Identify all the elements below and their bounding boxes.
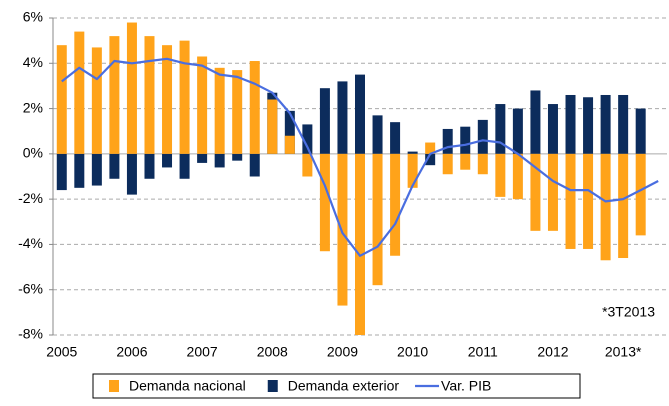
bar bbox=[214, 153, 225, 168]
bar bbox=[530, 90, 541, 154]
y-tick-label: -6% bbox=[18, 280, 43, 296]
bar bbox=[635, 153, 646, 236]
y-tick-label: 6% bbox=[23, 9, 43, 25]
y-tick-label: 4% bbox=[23, 54, 43, 70]
bar bbox=[249, 153, 260, 177]
bar bbox=[495, 153, 506, 197]
bar bbox=[512, 108, 523, 154]
x-tick-label: 2011 bbox=[468, 344, 498, 360]
bar bbox=[618, 153, 629, 259]
bar bbox=[460, 153, 471, 170]
bar bbox=[530, 153, 541, 231]
bar bbox=[337, 153, 348, 306]
bar bbox=[565, 94, 576, 154]
bar bbox=[442, 128, 453, 154]
bar bbox=[390, 153, 401, 256]
bar bbox=[56, 45, 67, 154]
bar bbox=[232, 153, 243, 161]
legend-label: Demanda nacional bbox=[129, 378, 246, 394]
bar bbox=[547, 104, 558, 154]
bar bbox=[635, 108, 646, 154]
bar bbox=[179, 40, 190, 154]
x-tick-label: 2012 bbox=[537, 344, 568, 360]
bar bbox=[144, 153, 155, 179]
bar bbox=[460, 126, 471, 154]
bar bbox=[442, 153, 453, 175]
bar bbox=[56, 153, 67, 191]
y-tick-label: -4% bbox=[18, 235, 43, 251]
bar bbox=[390, 122, 401, 154]
bar bbox=[618, 94, 629, 154]
bar bbox=[372, 115, 383, 154]
bar bbox=[74, 153, 85, 188]
legend-label: Var. PIB bbox=[441, 378, 491, 394]
legend-label: Demanda exterior bbox=[288, 378, 400, 394]
bar bbox=[600, 94, 611, 154]
x-tick-label: 2008 bbox=[257, 344, 288, 360]
bar bbox=[267, 99, 278, 154]
bar bbox=[232, 70, 243, 154]
bar bbox=[179, 153, 190, 179]
y-tick-label: -8% bbox=[18, 326, 43, 342]
bar bbox=[91, 153, 102, 186]
bar bbox=[477, 153, 488, 175]
bar bbox=[355, 74, 365, 154]
x-tick-label: 2005 bbox=[46, 344, 77, 360]
bar bbox=[126, 22, 137, 154]
bar bbox=[319, 88, 330, 154]
bar bbox=[547, 153, 558, 231]
bar bbox=[197, 56, 208, 154]
bar bbox=[214, 67, 225, 154]
bar bbox=[583, 153, 594, 249]
line bbox=[61, 57, 659, 257]
bar bbox=[425, 142, 436, 154]
bar bbox=[583, 97, 594, 154]
bar bbox=[355, 153, 365, 335]
y-tick-label: 2% bbox=[23, 99, 43, 115]
x-tick-label: 2010 bbox=[397, 344, 428, 360]
bar bbox=[302, 124, 313, 154]
bar bbox=[249, 61, 260, 154]
bar bbox=[425, 153, 436, 166]
bar bbox=[372, 153, 383, 286]
bar bbox=[284, 135, 295, 154]
bar bbox=[337, 81, 348, 154]
y-tick-label: -2% bbox=[18, 190, 43, 206]
bar bbox=[197, 153, 208, 163]
bar bbox=[565, 153, 576, 249]
bar bbox=[407, 151, 418, 154]
bar bbox=[91, 47, 102, 154]
y-tick-label: 0% bbox=[23, 145, 43, 161]
bar bbox=[477, 119, 488, 154]
bar bbox=[495, 104, 506, 154]
bar bbox=[302, 153, 313, 177]
bar bbox=[512, 153, 523, 200]
bar bbox=[74, 31, 85, 154]
legend-swatch bbox=[267, 380, 278, 392]
legend-swatch bbox=[109, 380, 119, 392]
x-tick-label: 2006 bbox=[116, 344, 147, 360]
bar bbox=[600, 153, 611, 261]
bar bbox=[109, 153, 120, 179]
bar bbox=[144, 36, 155, 154]
x-tick-label: 2007 bbox=[187, 344, 218, 360]
bar bbox=[407, 153, 418, 188]
bar bbox=[126, 153, 137, 195]
legend-box bbox=[92, 373, 581, 399]
bar bbox=[109, 36, 120, 154]
bar bbox=[162, 45, 173, 154]
bar bbox=[319, 153, 330, 252]
bar bbox=[162, 153, 173, 168]
x-tick-label: 2009 bbox=[327, 344, 358, 360]
annotation: *3T2013 bbox=[602, 304, 655, 320]
x-tick-label: 2013* bbox=[605, 344, 642, 360]
bar bbox=[284, 110, 295, 154]
